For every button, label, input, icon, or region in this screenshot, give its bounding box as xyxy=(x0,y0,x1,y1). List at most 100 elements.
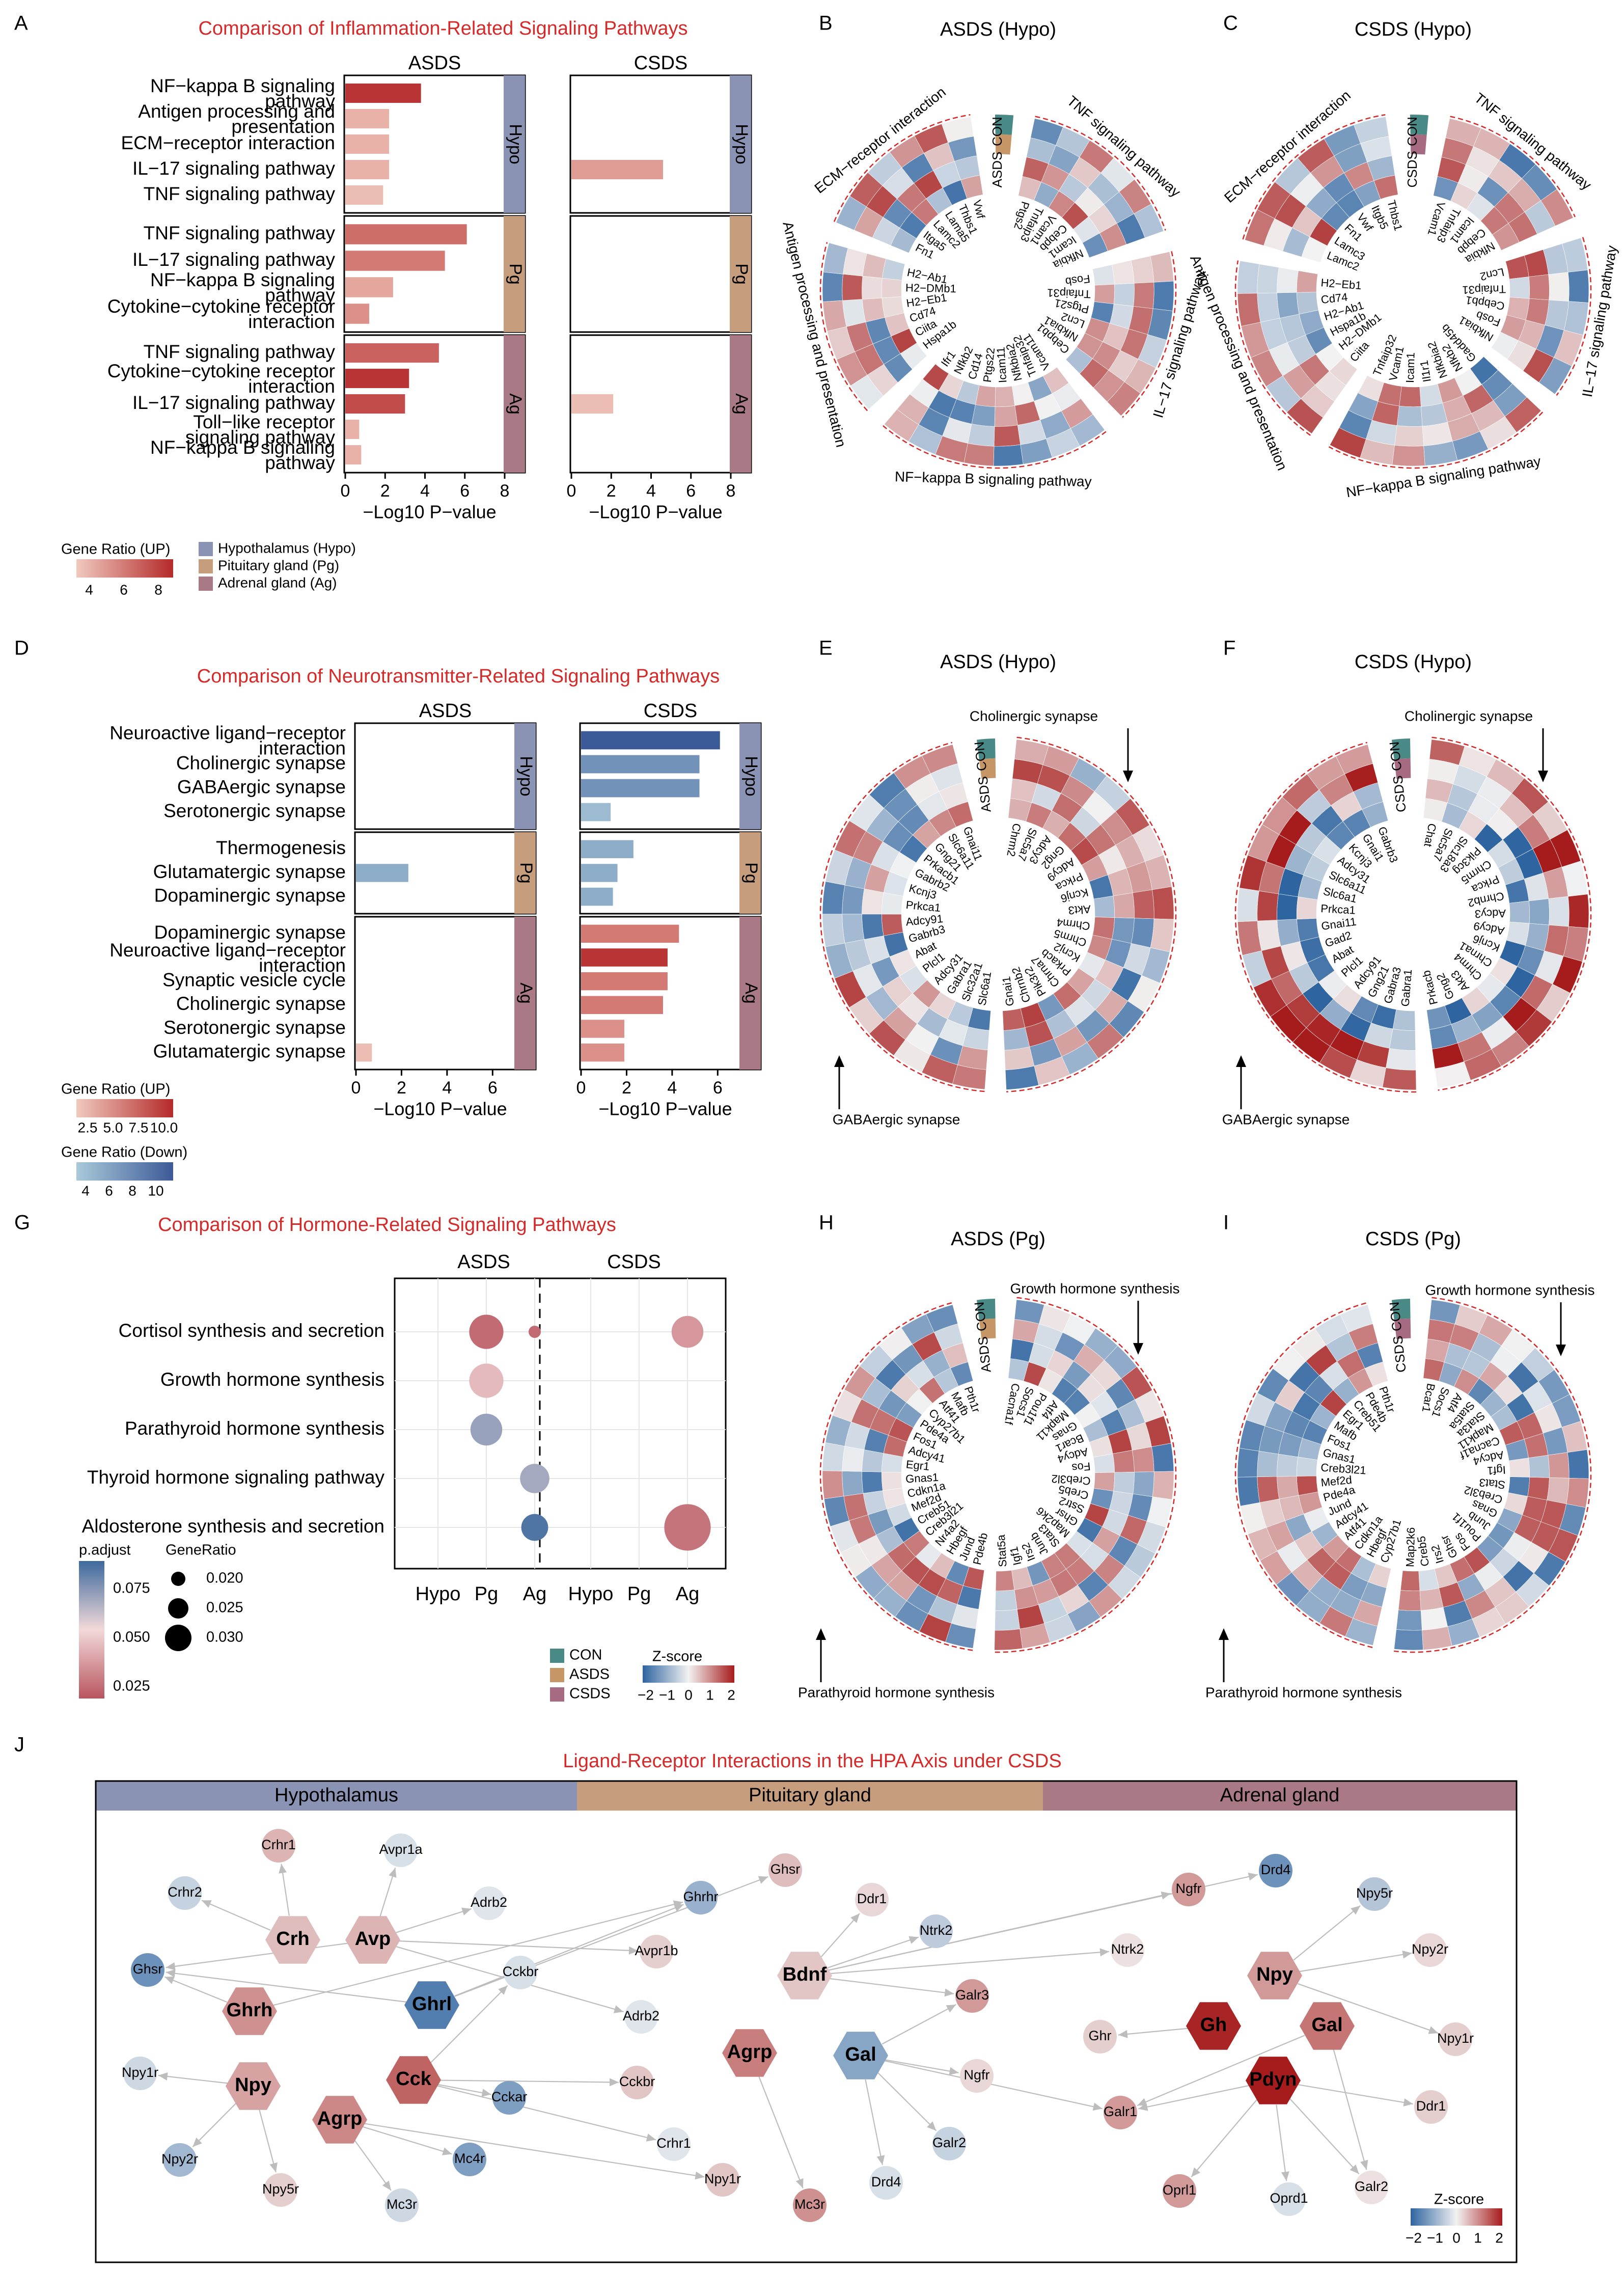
panelI-cell xyxy=(1237,1448,1259,1477)
panelJ-receptor-label: Adrb2 xyxy=(623,2008,659,2023)
panelJ-receptor-label: Ghr xyxy=(1088,2028,1111,2043)
panelF-cell xyxy=(1435,1061,1471,1088)
panelF-con-strip xyxy=(1391,738,1411,760)
panelD-row-label: Serotonergic synapse xyxy=(163,800,346,821)
panelJ-edge-arrow xyxy=(1138,2103,1148,2111)
panelA-row-label: NF−kappa B signaling xyxy=(150,437,335,458)
panelE-cell xyxy=(921,744,958,774)
panelA-bar xyxy=(345,304,369,324)
panelJ-edge xyxy=(877,2072,937,2131)
panelG-dot xyxy=(469,1314,504,1349)
panelF-cell xyxy=(1386,1048,1416,1071)
panelG-frame xyxy=(394,1277,727,1570)
panelA-row-label: IL−17 signaling pathway xyxy=(132,158,336,179)
panelJ-edge xyxy=(201,1900,271,1931)
panelG-z-title: Z-score xyxy=(652,1649,702,1665)
panelC-gene-label: Lcn2 xyxy=(1479,266,1505,283)
panelA-legend-bar xyxy=(76,559,173,578)
panelD-strip-label: Hypo xyxy=(516,756,536,796)
panelH-outer-dash xyxy=(819,1302,973,1651)
panelA-bar xyxy=(345,394,405,414)
panelJ-ligand-label: Agrp xyxy=(727,2041,773,2063)
panelF-cell xyxy=(1296,896,1318,920)
panelJ-receptor-node xyxy=(932,2127,966,2160)
panelJ-receptor-label: Npy5r xyxy=(262,2181,299,2197)
panelF-cell xyxy=(1382,1067,1417,1090)
panelC-cell xyxy=(1567,269,1589,303)
panelB-gene-label: H2−DMb1 xyxy=(905,281,956,295)
panelD-legend-down-tick: 4 xyxy=(81,1183,90,1198)
panelE-cell xyxy=(1004,1046,1035,1071)
panelJ-edge xyxy=(865,2079,884,2165)
panelC-cell xyxy=(1396,405,1423,427)
panelD-row-label: interaction xyxy=(259,737,346,758)
panelE-outer-dash xyxy=(1006,736,1177,1092)
panelJ-z-tick: 0 xyxy=(1452,2230,1461,2245)
panelF-gene-label: Prkca1 xyxy=(1320,902,1356,917)
panelJ-ligand-node xyxy=(404,1981,459,2029)
panelH-gene-label: Creb3l2 xyxy=(1051,1472,1091,1488)
panelJ-edge-arrow xyxy=(1403,2098,1413,2106)
panelC-cell xyxy=(1329,427,1366,458)
panelJ-receptor-label: Drd4 xyxy=(1261,1862,1291,1877)
panelE-cell xyxy=(1152,886,1174,920)
panelA-bar xyxy=(345,109,390,128)
panelC-ring-label: CON xyxy=(1405,117,1420,146)
panelA-col-asds: ASDS xyxy=(408,52,461,74)
panelJ-z-tick: 2 xyxy=(1495,2230,1503,2245)
panelJ-edge-arrow xyxy=(1099,1948,1110,1957)
panelD-legend-down-tick: 10 xyxy=(148,1183,163,1198)
panelB-outer-dash xyxy=(833,114,971,222)
panelF-cell xyxy=(1257,920,1281,951)
panelG-dot xyxy=(529,1326,541,1338)
panelA-tissue-swatch xyxy=(199,559,213,573)
panelJ-header-label: Hypothalamus xyxy=(274,1785,398,1806)
panelA-strip-label: Pg xyxy=(506,263,525,285)
panelG-dot xyxy=(521,1514,548,1541)
panelJ-receptor-label: Crhr2 xyxy=(168,1884,202,1900)
panelA-bar xyxy=(345,420,360,439)
panelJ-receptor-node xyxy=(1163,2174,1196,2208)
panelJ-edge-arrow xyxy=(795,2178,804,2188)
panelJ-ligand-node xyxy=(777,1952,832,2000)
panelI-gene-label: Creb3l21 xyxy=(1320,1461,1367,1477)
panelG-ratio-dot xyxy=(168,1598,188,1619)
panelJ-receptor-node xyxy=(472,1886,506,1920)
panelJ-receptor-label: Adrb2 xyxy=(471,1895,507,1910)
panelJ-ligand-node xyxy=(1300,2002,1355,2050)
panelJ-edge xyxy=(884,2060,1103,2110)
panelJ-edge-arrow xyxy=(1092,2102,1103,2111)
panelB-outer-dash xyxy=(819,242,868,412)
panelF-gene-label: Prkacb xyxy=(1420,969,1440,1006)
panelJ-edge xyxy=(396,1908,472,1933)
panelD-row-label: Synaptic vesicle cycle xyxy=(162,969,346,990)
panelC-outer-dash xyxy=(1234,260,1311,436)
panelJ-edge xyxy=(353,2139,392,2191)
panelA-facet-strip xyxy=(504,216,525,332)
panelD-x-title: −Log10 P−value xyxy=(598,1099,732,1119)
panelA-tissue-label: Hypothalamus (Hypo) xyxy=(218,540,356,556)
panelJ-receptor-label: Ghrhr xyxy=(683,1889,718,1904)
panelJ-receptor-node xyxy=(1358,1877,1391,1911)
panelJ-edge-arrow xyxy=(1428,2026,1439,2034)
panelJ-receptor-label: Cckar xyxy=(491,2089,528,2104)
panelF-cell xyxy=(1277,893,1299,920)
panelG-z-bar xyxy=(643,1665,734,1683)
panelJ-edge-arrow xyxy=(382,2180,391,2190)
panelJ-edge-arrow xyxy=(1118,2030,1128,2038)
panelA-bar xyxy=(345,251,445,271)
panelH-cell xyxy=(842,1446,865,1472)
panelJ-z-tick: −2 xyxy=(1406,2230,1422,2245)
panelH-cell xyxy=(1151,1443,1174,1472)
panelJ-receptor-label: Ghsr xyxy=(133,1961,163,1977)
panelA-col-csds: CSDS xyxy=(634,52,688,74)
panelJ-receptor-node xyxy=(919,1914,953,1948)
panelB-ring-label: CON xyxy=(989,117,1005,146)
panelF-gene-label: Gnai11 xyxy=(1320,915,1357,933)
panelJ-receptor-label: Npy2r xyxy=(1412,1941,1448,1957)
panelG-group-swatch xyxy=(550,1687,564,1702)
panelD-bar xyxy=(581,948,668,967)
panelG-x-label: Ag xyxy=(523,1583,546,1605)
panelJ-edge-arrow xyxy=(673,1904,684,1912)
panelJ-edge xyxy=(1293,1905,1361,1961)
